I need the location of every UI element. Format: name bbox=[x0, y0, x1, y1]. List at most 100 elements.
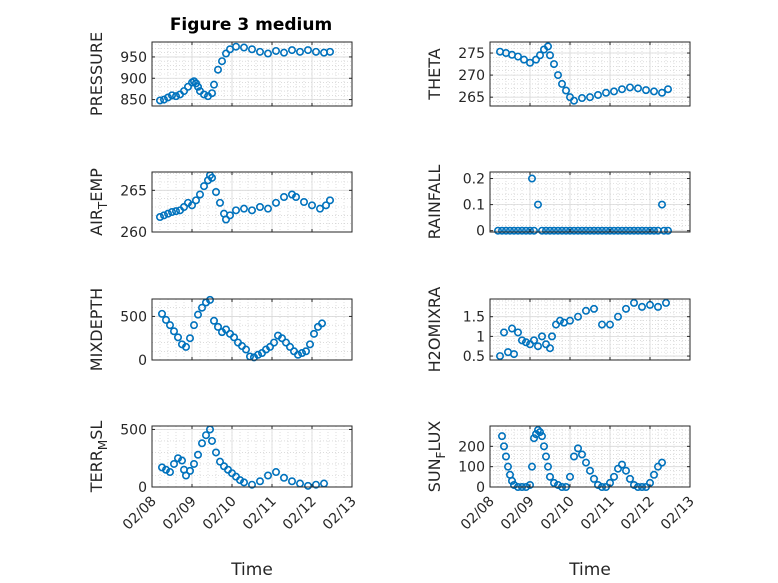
data-point bbox=[541, 452, 550, 461]
data-point bbox=[557, 79, 566, 88]
data-point bbox=[291, 193, 300, 202]
data-point bbox=[573, 444, 582, 453]
data-point bbox=[317, 319, 326, 328]
data-point bbox=[499, 328, 508, 337]
y-axis-label-subscript: M bbox=[96, 440, 110, 450]
data-point bbox=[621, 466, 630, 475]
data-point bbox=[198, 439, 207, 448]
y-axis-label-main: TERR bbox=[87, 450, 106, 493]
data-point bbox=[309, 329, 318, 338]
data-point bbox=[577, 450, 586, 459]
data-point bbox=[601, 88, 610, 97]
data-point bbox=[236, 476, 245, 485]
data-point bbox=[513, 328, 522, 337]
data-point bbox=[164, 209, 173, 218]
data-point bbox=[210, 316, 219, 325]
data-point bbox=[581, 226, 590, 235]
data-point bbox=[585, 93, 594, 102]
data-point bbox=[170, 327, 179, 336]
x-tick-label: 02/08 bbox=[458, 493, 498, 533]
data-point bbox=[301, 347, 310, 356]
data-point bbox=[202, 431, 211, 440]
data-point bbox=[573, 312, 582, 321]
data-point bbox=[208, 89, 217, 98]
x-tick-label: 02/09 bbox=[498, 493, 538, 533]
data-point bbox=[657, 88, 666, 97]
data-point bbox=[216, 457, 225, 466]
data-point bbox=[190, 77, 199, 86]
data-point bbox=[529, 336, 538, 345]
data-point bbox=[525, 226, 534, 235]
data-point bbox=[593, 226, 602, 235]
data-point bbox=[537, 332, 546, 341]
data-point bbox=[162, 315, 171, 324]
data-point bbox=[533, 200, 542, 209]
y-tick-label: 1.5 bbox=[463, 310, 485, 326]
data-point bbox=[184, 82, 193, 91]
data-point bbox=[533, 426, 542, 435]
data-point bbox=[537, 432, 546, 441]
data-point bbox=[609, 87, 618, 96]
subplot-5: 0 500 MIXDEPTH bbox=[87, 288, 353, 371]
data-point bbox=[303, 46, 312, 55]
y-tick-label: 950 bbox=[120, 50, 147, 66]
y-tick-label: 500 bbox=[120, 309, 147, 325]
x-tick-label: 02/13 bbox=[658, 493, 698, 533]
data-point bbox=[527, 462, 536, 471]
data-point bbox=[663, 85, 672, 94]
data-point bbox=[521, 338, 530, 347]
data-point bbox=[501, 226, 510, 235]
data-point bbox=[525, 480, 534, 489]
data-point bbox=[545, 344, 554, 353]
data-point bbox=[315, 204, 324, 213]
x-tick-label: 02/12 bbox=[280, 493, 320, 533]
data-point bbox=[535, 428, 544, 437]
data-point bbox=[501, 452, 510, 461]
data-point bbox=[307, 201, 316, 210]
data-point bbox=[649, 87, 658, 96]
data-point bbox=[659, 226, 668, 235]
data-point bbox=[553, 480, 562, 489]
data-point bbox=[255, 47, 264, 56]
data-point bbox=[657, 458, 666, 467]
data-point bbox=[178, 456, 187, 465]
y-axis-label-subscript: F bbox=[434, 451, 448, 458]
data-point bbox=[617, 460, 626, 469]
data-point bbox=[188, 201, 197, 210]
data-point bbox=[509, 226, 518, 235]
data-point bbox=[158, 463, 167, 472]
subplot-grid: 850 900 950 PRESSURE 265 270 275 THETA 260 265 AIR… bbox=[87, 32, 698, 580]
data-point bbox=[513, 52, 522, 61]
data-point bbox=[617, 226, 626, 235]
data-point bbox=[565, 226, 574, 235]
data-point bbox=[156, 213, 165, 222]
data-point bbox=[555, 316, 564, 325]
y-axis-label: AIRTEMP bbox=[87, 168, 110, 236]
data-point bbox=[180, 87, 189, 96]
data-point bbox=[557, 226, 566, 235]
data-point bbox=[529, 226, 538, 235]
data-point bbox=[661, 298, 670, 307]
data-point bbox=[248, 206, 257, 215]
x-tick-label: 02/11 bbox=[240, 493, 280, 533]
data-point bbox=[657, 200, 666, 209]
data-point bbox=[222, 215, 231, 224]
data-point bbox=[549, 226, 558, 235]
data-point bbox=[517, 226, 526, 235]
data-point bbox=[160, 95, 169, 104]
y-tick-label: 270 bbox=[458, 68, 485, 84]
data-point bbox=[248, 45, 257, 54]
data-point bbox=[168, 208, 177, 217]
y-axis-label-main: H2OMIXRA bbox=[425, 287, 444, 373]
data-point bbox=[198, 303, 207, 312]
data-point bbox=[609, 226, 618, 235]
y-axis-label-tail: EMP bbox=[87, 168, 106, 202]
data-point bbox=[293, 350, 302, 359]
data-point bbox=[509, 350, 518, 359]
data-point bbox=[585, 466, 594, 475]
data-point bbox=[263, 471, 272, 480]
data-point bbox=[507, 476, 516, 485]
axes-background bbox=[490, 172, 690, 232]
data-point bbox=[168, 91, 177, 100]
data-point bbox=[605, 226, 614, 235]
